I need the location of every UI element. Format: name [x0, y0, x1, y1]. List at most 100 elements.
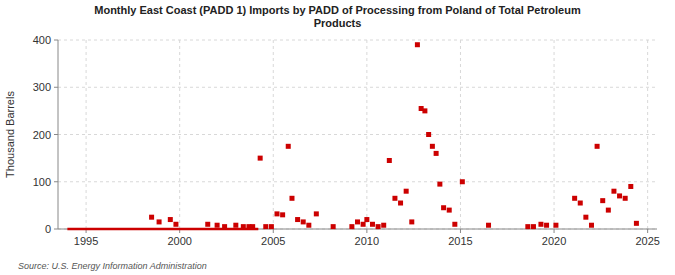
- grid: [58, 40, 657, 229]
- point: [595, 144, 600, 149]
- point: [275, 211, 280, 216]
- point: [361, 222, 366, 227]
- point: [623, 196, 628, 201]
- grid-line-x: [647, 40, 648, 229]
- point: [355, 219, 360, 224]
- x-tick-label: 2000: [167, 235, 191, 247]
- y-tick: [54, 181, 58, 182]
- background: [0, 0, 675, 275]
- chart: Monthly East Coast (PADD 1) Imports by P…: [0, 0, 675, 275]
- x-tick-label: 1995: [74, 235, 98, 247]
- x-axis-line: [58, 229, 657, 230]
- point: [525, 224, 530, 229]
- point: [430, 144, 435, 149]
- point: [258, 156, 263, 161]
- axes: 0100200300400199520002005201020152020202…: [33, 34, 660, 247]
- point: [434, 151, 439, 156]
- point: [295, 217, 300, 222]
- point: [600, 198, 605, 203]
- point: [376, 224, 381, 229]
- point: [314, 211, 319, 216]
- y-tick: [54, 229, 58, 230]
- x-tick: [460, 229, 461, 233]
- grid-line-x: [86, 40, 87, 229]
- y-tick-label: 200: [33, 129, 51, 141]
- point: [250, 224, 255, 229]
- x-tick: [366, 229, 367, 233]
- point: [409, 219, 414, 224]
- point: [452, 222, 457, 227]
- point: [437, 182, 442, 187]
- point: [215, 223, 220, 228]
- point: [331, 224, 336, 229]
- y-tick: [54, 134, 58, 135]
- y-axis-label: Thousand Barrels: [4, 91, 16, 178]
- grid-line-y: [58, 229, 657, 230]
- point: [349, 224, 354, 229]
- point: [301, 219, 306, 224]
- point: [538, 222, 543, 227]
- point: [269, 224, 274, 229]
- x-tick-label: 2025: [635, 235, 659, 247]
- point: [460, 179, 465, 184]
- grid-line-x: [273, 40, 274, 229]
- point: [381, 223, 386, 228]
- point: [370, 222, 375, 227]
- point: [173, 222, 178, 227]
- point: [387, 158, 392, 163]
- grid-line-x: [554, 40, 555, 229]
- point: [286, 144, 291, 149]
- page: {"chart_data": { "type": "scatter", "tit…: [0, 0, 675, 275]
- point: [241, 224, 246, 229]
- title-line: Monthly East Coast (PADD 1) Imports by P…: [94, 4, 581, 16]
- plot-area: [67, 42, 639, 229]
- y-tick-label: 400: [33, 34, 51, 46]
- point: [222, 224, 227, 229]
- point: [168, 217, 173, 222]
- x-tick-label: 2010: [355, 235, 379, 247]
- point: [544, 223, 549, 228]
- source: Source: U.S. Energy Information Administ…: [18, 261, 207, 271]
- point: [280, 212, 285, 217]
- x-tick: [554, 229, 555, 233]
- point: [157, 219, 162, 224]
- point: [628, 184, 633, 189]
- title: Monthly East Coast (PADD 1) Imports by P…: [94, 4, 581, 29]
- title-line: Products: [314, 17, 362, 29]
- point: [589, 223, 594, 228]
- y-tick: [54, 87, 58, 88]
- point: [531, 224, 536, 229]
- y-tick-label: 100: [33, 176, 51, 188]
- grid-line-y: [58, 134, 657, 135]
- point: [415, 42, 420, 47]
- line: [67, 228, 258, 231]
- point: [486, 223, 491, 228]
- point: [606, 208, 611, 213]
- point: [578, 201, 583, 206]
- point: [422, 108, 427, 113]
- point: [404, 189, 409, 194]
- point: [617, 193, 622, 198]
- point: [441, 205, 446, 210]
- grid-line-x: [366, 40, 367, 229]
- x-tick: [273, 229, 274, 233]
- x-tick-label: 2020: [542, 235, 566, 247]
- point: [572, 196, 577, 201]
- grid-line-y: [58, 87, 657, 88]
- point: [364, 217, 369, 222]
- point: [149, 215, 154, 220]
- point: [392, 196, 397, 201]
- grid-line-x: [460, 40, 461, 229]
- point: [553, 223, 558, 228]
- x-tick: [647, 229, 648, 233]
- grid-line-y: [58, 181, 657, 182]
- point: [447, 208, 452, 213]
- grid-line-y: [58, 40, 657, 41]
- point: [289, 196, 294, 201]
- point: [634, 221, 639, 226]
- y-tick: [54, 40, 58, 41]
- point: [611, 189, 616, 194]
- point: [263, 224, 268, 229]
- grid-line-x: [179, 40, 180, 229]
- x-tick-label: 2005: [261, 235, 285, 247]
